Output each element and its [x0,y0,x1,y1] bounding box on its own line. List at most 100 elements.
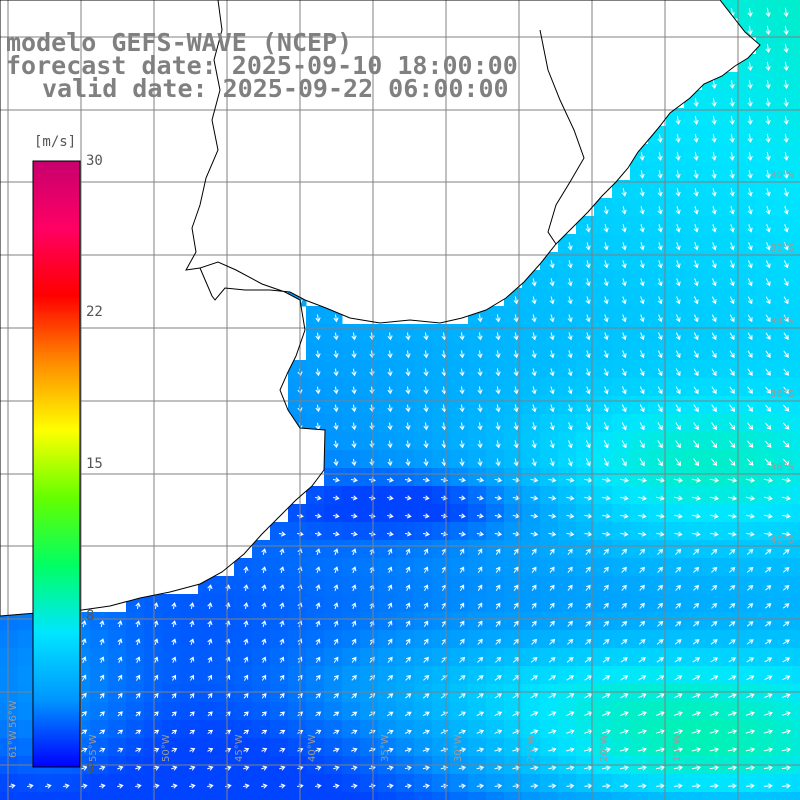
wind-arrow [333,566,339,574]
wind-arrow [711,260,717,269]
field-cell [468,738,487,757]
wind-arrow [675,206,681,215]
wind-arrow [765,224,771,233]
field-cell [288,666,307,685]
wind-arrow [513,548,519,555]
wind-arrow [548,765,557,771]
wind-arrow [423,638,429,645]
field-cell [396,432,415,451]
field-cell [342,378,361,397]
field-cell [468,360,487,379]
field-cell [666,540,685,559]
wind-arrow [747,260,753,269]
field-cell [630,198,649,217]
wind-arrow [513,620,519,627]
wind-arrow [603,260,609,269]
wind-arrow [549,638,556,645]
wind-arrow [673,711,683,717]
wind-arrow [585,386,591,395]
field-cell [414,666,433,685]
wind-arrow [638,783,647,789]
field-cell [144,720,163,739]
field-cell [594,774,613,793]
wind-arrow [405,531,412,537]
wind-arrow [171,674,177,681]
wind-arrow [531,314,537,323]
field-cell [216,792,235,800]
field-cell [378,666,397,685]
axis-label: 35°W [380,734,391,762]
field-cell [414,414,433,433]
field-cell [774,666,793,685]
wind-arrow [746,440,754,448]
field-cell [666,144,685,163]
field-cell [720,630,739,649]
wind-arrow [657,422,663,431]
field-cell [720,540,739,559]
field-cell [684,414,703,433]
wind-arrow [495,368,501,377]
wind-arrow [495,332,501,341]
wind-arrow [333,495,340,501]
field-cell [558,270,577,289]
field-cell [720,378,739,397]
wind-arrow [783,133,789,143]
wind-arrow [782,513,791,519]
field-cell [594,486,613,505]
wind-arrow [315,711,322,717]
field-cell [540,702,559,721]
field-cell [252,666,271,685]
field-cell [792,36,800,55]
field-cell [288,774,307,793]
field-cell [792,18,800,37]
field-cell [684,522,703,541]
field-cell [612,432,631,451]
wind-arrow [225,765,232,771]
wind-arrow [656,675,665,681]
field-cell [666,378,685,397]
wind-arrow [746,531,755,537]
wind-arrow [747,422,754,430]
field-cell [738,144,757,163]
wind-arrow [711,350,717,359]
field-cell [702,324,721,343]
field-cell [702,90,721,109]
field-cell [756,288,775,307]
field-cell [630,342,649,361]
wind-arrow [422,747,430,753]
field-cell [702,630,721,649]
field-cell [396,738,415,757]
wind-arrow [585,548,591,556]
field-cell [342,324,361,343]
field-cell [504,450,523,469]
wind-arrow [405,513,412,519]
field-cell [288,684,307,703]
wind-arrow [709,495,720,501]
field-cell [162,612,181,631]
wind-arrow [99,765,106,771]
wind-arrow [693,97,699,107]
field-cell [486,702,505,721]
field-cell [522,576,541,595]
field-cell [252,702,271,721]
axis-label: 32°S [770,243,794,254]
field-cell [702,108,721,127]
field-cell [486,468,505,487]
field-cell [648,198,667,217]
field-cell [396,486,415,505]
field-cell [342,486,361,505]
field-cell [756,342,775,361]
field-cell [792,594,800,613]
field-cell [180,612,199,631]
field-cell [612,216,631,235]
wind-arrow [117,765,124,771]
field-cell [774,504,793,523]
field-cell [450,378,469,397]
field-cell [342,576,361,595]
field-cell [270,648,289,667]
field-cell [522,288,541,307]
wind-arrow [405,368,411,377]
field-cell [540,558,559,577]
field-cell [594,396,613,415]
wind-arrow [458,693,466,699]
